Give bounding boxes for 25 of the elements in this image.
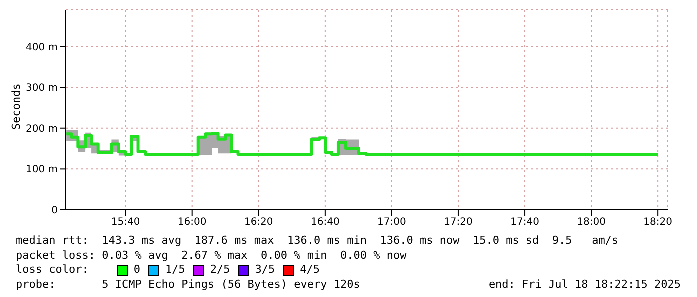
x-tick-label: 18:00	[577, 217, 606, 228]
y-tick-label: 0	[52, 206, 58, 217]
text: end: Fri Jul 18 18:22:15 2025	[488, 278, 681, 292]
text: probe: 5 ICMP Echo Pings (56 Bytes) every 120s	[16, 278, 360, 292]
x-tick-label: 15:40	[111, 217, 140, 228]
y-tick-label: 300 m	[26, 83, 58, 94]
x-tick-label: 17:20	[444, 217, 473, 228]
y-tick-label: 400 m	[26, 42, 58, 54]
text: loss color:	[16, 263, 89, 278]
x-tick-label: 18:20	[644, 217, 672, 228]
text: 4/5	[300, 263, 320, 278]
y-axis-title: Seconds	[10, 84, 23, 130]
text: 1/5	[165, 263, 186, 278]
x-tick-label: 16:40	[311, 217, 340, 228]
y-tick-label: 100 m	[26, 164, 58, 176]
x-tick-label: 17:00	[378, 217, 406, 228]
text: median rtt: 143.3 ms avg 187.6 ms max 136.0 ms min 136.0 ms now 15.0 ms sd 9.5 am/s	[16, 234, 620, 248]
text: 0	[134, 263, 140, 278]
text: 2/5	[210, 263, 230, 278]
x-tick-label: 17:40	[510, 217, 540, 228]
y-tick-label: 200 m	[26, 124, 58, 135]
x-tick-label: 16:20	[244, 217, 274, 228]
text: 3/5	[255, 263, 276, 278]
text: packet loss: 0.03 % avg 2.67 % max 0.00 % min 0.00 % now	[16, 248, 408, 263]
x-tick-label: 16:00	[178, 217, 207, 228]
